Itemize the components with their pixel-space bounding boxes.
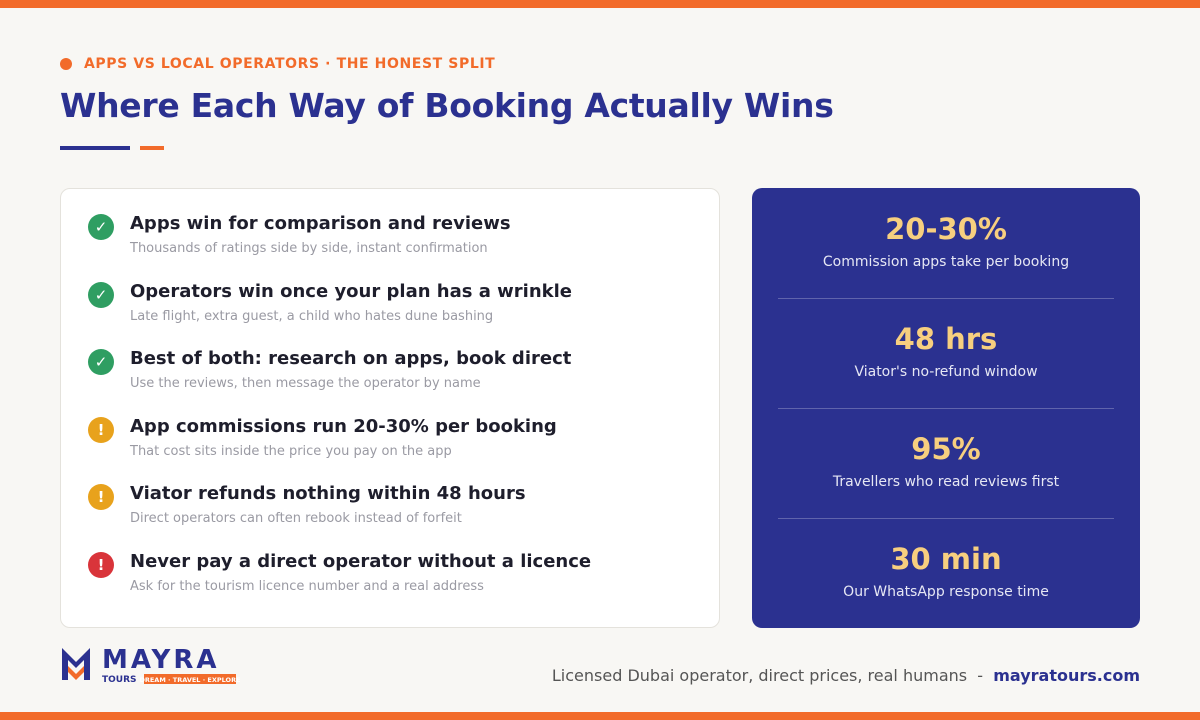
underline: [60, 146, 130, 150]
point-title: Never pay a direct operator without a li…: [130, 551, 592, 572]
point: ✓ Apps win for comparison and reviews Thou…: [61, 191, 721, 259]
footer-tagline: Licensed Dubai operator, direct prices, …: [551, 666, 968, 685]
logo-mark-accent: [68, 666, 84, 680]
point: ! App commissions run 20-30% per booking T…: [61, 394, 721, 462]
point-title: Best of both: research on apps, book dir…: [130, 348, 572, 370]
status-icon: !: [88, 416, 114, 443]
stat-label: Viator's no-refund window: [854, 364, 1038, 380]
stat: 95% Travellers who read reviews first: [752, 408, 1140, 518]
stat-value: 20-30%: [885, 212, 1007, 246]
underline-accent: [140, 146, 164, 150]
stat-label: Commission apps take per booking: [822, 254, 1070, 270]
point-title: Operators win once your plan has a wrink…: [130, 280, 572, 302]
stat-value: 48 hrs: [894, 322, 998, 356]
stat-value: 95%: [911, 432, 981, 466]
point: ✓ Best of both: research on apps, book di…: [61, 326, 721, 394]
title: Where Each Way of Booking Actually Wins: [60, 86, 834, 125]
stat: 20-30% Commission apps take per booking: [752, 188, 1140, 298]
logo-tagline: DREAM · TRAVEL · EXPLORE: [139, 676, 240, 684]
point-text: That cost sits inside the price you pay …: [130, 443, 452, 459]
logo-name: MAYRA: [102, 645, 219, 675]
divider: [778, 298, 1114, 299]
stat-label: Travellers who read reviews first: [832, 474, 1060, 490]
point: ! Viator refunds nothing within 48 hours D…: [61, 461, 721, 529]
footer-url: mayratours.com: [993, 666, 1140, 685]
point-text: Direct operators can often rebook instea…: [130, 511, 462, 527]
point: ✓ Operators win once your plan has a wrin…: [61, 259, 721, 327]
status-icon: !: [88, 484, 114, 511]
point-title: Viator refunds nothing within 48 hours: [130, 483, 526, 505]
point-text: Use the reviews, then message the operat…: [130, 376, 481, 392]
logo-tag-bg: [144, 674, 236, 684]
status-icon: ✓: [88, 214, 114, 240]
footer-separator: -: [977, 666, 984, 685]
status-icon: !: [88, 552, 114, 578]
eyebrow: APPS VS LOCAL OPERATORS · THE HONEST SPL…: [84, 56, 496, 72]
points-card: ✓ Apps win for comparison and reviews Thou…: [60, 188, 720, 628]
stats-panel: 20-30% Commission apps take per booking 48…: [752, 188, 1140, 628]
point-text: Ask for the tourism licence number and a…: [130, 579, 484, 594]
logo: MAYRA TOURS DREAM · TRAVEL · EXPLORE: [62, 645, 240, 685]
stat: 48 hrs Viator's no-refund window: [752, 298, 1140, 408]
status-icon: ✓: [88, 349, 114, 376]
footer: Licensed Dubai operator, direct prices, …: [552, 666, 1140, 685]
bottom-bar: [0, 712, 1200, 720]
point-title: App commissions run 20-30% per booking: [130, 415, 557, 437]
divider: [778, 408, 1114, 409]
point: ! Never pay a direct operator without a l…: [61, 529, 721, 597]
stat-value: 30 min: [890, 542, 1002, 576]
point-text: Late flight, extra guest, a child who ha…: [130, 308, 494, 324]
point-title: Apps win for comparison and reviews: [130, 213, 511, 234]
logo-mark: [62, 648, 90, 680]
eyebrow-dot: [60, 58, 72, 70]
stat-label: Our WhatsApp response time: [843, 584, 1049, 600]
point-text: Thousands of ratings side by side, insta…: [130, 241, 488, 256]
status-icon: ✓: [88, 281, 114, 308]
stat: 30 min Our WhatsApp response time: [752, 518, 1140, 628]
top-bar: [0, 0, 1200, 8]
divider: [778, 518, 1114, 519]
logo-sub: TOURS: [102, 675, 137, 685]
